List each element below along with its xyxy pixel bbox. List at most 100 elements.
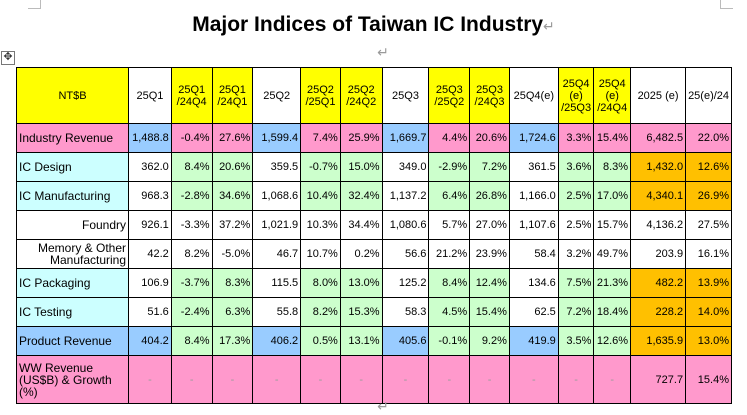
- paragraph-mark-icon: ↵: [377, 398, 389, 414]
- col-header: 25Q4 (e) /24Q4: [593, 67, 632, 124]
- cell: 25.9%: [339, 123, 383, 153]
- table-row: Foundry 926.1 -3.3% 37.2% 1,021.9 10.3% …: [15, 210, 732, 240]
- page-title: Major Indices of Taiwan IC Industry↵: [0, 13, 747, 37]
- cell: 0.5%: [300, 326, 341, 356]
- cell: -3.7%: [170, 268, 213, 298]
- cell: 3.3%: [557, 123, 595, 153]
- col-header: 2025 (e): [630, 67, 687, 124]
- cell: 8.4%: [170, 326, 213, 356]
- cell: 1,635.9: [630, 326, 687, 356]
- cell: 3.6%: [557, 152, 595, 182]
- col-header: 25(e)/24: [685, 67, 732, 124]
- cell: 8.4%: [170, 152, 213, 182]
- cell: 15.3%: [339, 297, 383, 327]
- cell: 1,166.0: [508, 181, 559, 211]
- cell: 1,107.6: [508, 210, 559, 240]
- cell: 404.2: [128, 326, 172, 356]
- cell: 1,080.6: [381, 210, 430, 240]
- col-header: 25Q4(e): [508, 67, 559, 124]
- cell: 18.4%: [593, 297, 632, 327]
- cell: 6.4%: [428, 181, 471, 211]
- cell: -0.7%: [300, 152, 341, 182]
- cell: 482.2: [630, 268, 687, 298]
- cell: 13.1%: [339, 326, 383, 356]
- cell: 1,488.8: [128, 123, 172, 153]
- cell: 15.4%: [685, 355, 732, 404]
- row-label: Product Revenue: [15, 326, 130, 356]
- cell: 49.7%: [593, 239, 632, 269]
- cell: 203.9: [630, 239, 687, 269]
- cell: 62.5: [508, 297, 559, 327]
- cell: 27.0%: [469, 210, 510, 240]
- table-row: Industry Revenue 1,488.8 -0.4% 27.6% 1,5…: [15, 123, 732, 153]
- cell: 12.6%: [685, 152, 732, 182]
- cell: -: [211, 355, 254, 404]
- row-label: IC Testing: [15, 297, 130, 327]
- cell: -: [128, 355, 172, 404]
- cell: 2.5%: [557, 181, 595, 211]
- cell: 7.2%: [557, 297, 595, 327]
- table-row: Product Revenue 404.2 8.4% 17.3% 406.2 0…: [15, 326, 732, 356]
- cell: 13.0%: [685, 326, 732, 356]
- cell: 27.6%: [211, 123, 254, 153]
- table-row: Memory & Other Manufacturing 42.2 8.2% -…: [15, 239, 732, 269]
- row-label: IC Packaging: [15, 268, 130, 298]
- cell: 228.2: [630, 297, 687, 327]
- cell: -: [508, 355, 559, 404]
- cell: 22.0%: [685, 123, 732, 153]
- row-label: WW Revenue (US$B) & Growth (%): [15, 355, 130, 404]
- row-label: IC Design: [15, 152, 130, 182]
- col-header: 25Q2 /24Q2: [339, 67, 383, 124]
- cell: 419.9: [508, 326, 559, 356]
- cell: 926.1: [128, 210, 172, 240]
- cell: -: [593, 355, 632, 404]
- cell: 8.0%: [300, 268, 341, 298]
- unit-header: NT$B: [15, 67, 130, 124]
- cell: -3.3%: [170, 210, 213, 240]
- table-row: IC Design 362.0 8.4% 20.6% 359.5 -0.7% 1…: [15, 152, 732, 182]
- cell: 4,136.2: [630, 210, 687, 240]
- cell: 6,482.5: [630, 123, 687, 153]
- cell: 1,432.0: [630, 152, 687, 182]
- cell: 13.0%: [339, 268, 383, 298]
- cell: 1,599.4: [252, 123, 302, 153]
- cell: -: [339, 355, 383, 404]
- table-move-handle-icon[interactable]: ✥: [1, 51, 15, 65]
- cell: 362.0: [128, 152, 172, 182]
- cell: 56.6: [381, 239, 430, 269]
- row-label: Industry Revenue: [15, 123, 130, 153]
- cell: -: [428, 355, 471, 404]
- cell: 406.2: [252, 326, 302, 356]
- cell: -: [170, 355, 213, 404]
- col-header: 25Q3 /25Q2: [428, 67, 471, 124]
- cell: 20.6%: [469, 123, 510, 153]
- cell: 7.4%: [300, 123, 341, 153]
- col-header: 25Q3: [381, 67, 430, 124]
- paragraph-mark-icon: ↵: [543, 18, 555, 34]
- col-header: 25Q1 /24Q4: [170, 67, 213, 124]
- cell: 106.9: [128, 268, 172, 298]
- cell: 7.5%: [557, 268, 595, 298]
- cell: 4,340.1: [630, 181, 687, 211]
- cell: 37.2%: [211, 210, 254, 240]
- page-corner-mark-right: [720, 0, 733, 9]
- header-row: NT$B 25Q1 25Q1 /24Q4 25Q1 /24Q1 25Q2 25Q…: [15, 67, 732, 124]
- cell: 727.7: [630, 355, 687, 404]
- cell: 115.5: [252, 268, 302, 298]
- cell: 7.2%: [469, 152, 510, 182]
- cell: 15.7%: [593, 210, 632, 240]
- cell: 13.9%: [685, 268, 732, 298]
- cell: 6.3%: [211, 297, 254, 327]
- col-header: 25Q4 (e) /25Q3: [557, 67, 595, 124]
- cell: 1,068.6: [252, 181, 302, 211]
- cell: 4.5%: [428, 297, 471, 327]
- cell: 3.5%: [557, 326, 595, 356]
- cell: 8.3%: [593, 152, 632, 182]
- cell: -: [252, 355, 302, 404]
- cell: 1,669.7: [381, 123, 430, 153]
- cell: 58.3: [381, 297, 430, 327]
- cell: -2.8%: [170, 181, 213, 211]
- cell: 349.0: [381, 152, 430, 182]
- cell: 51.6: [128, 297, 172, 327]
- cell: 12.4%: [469, 268, 510, 298]
